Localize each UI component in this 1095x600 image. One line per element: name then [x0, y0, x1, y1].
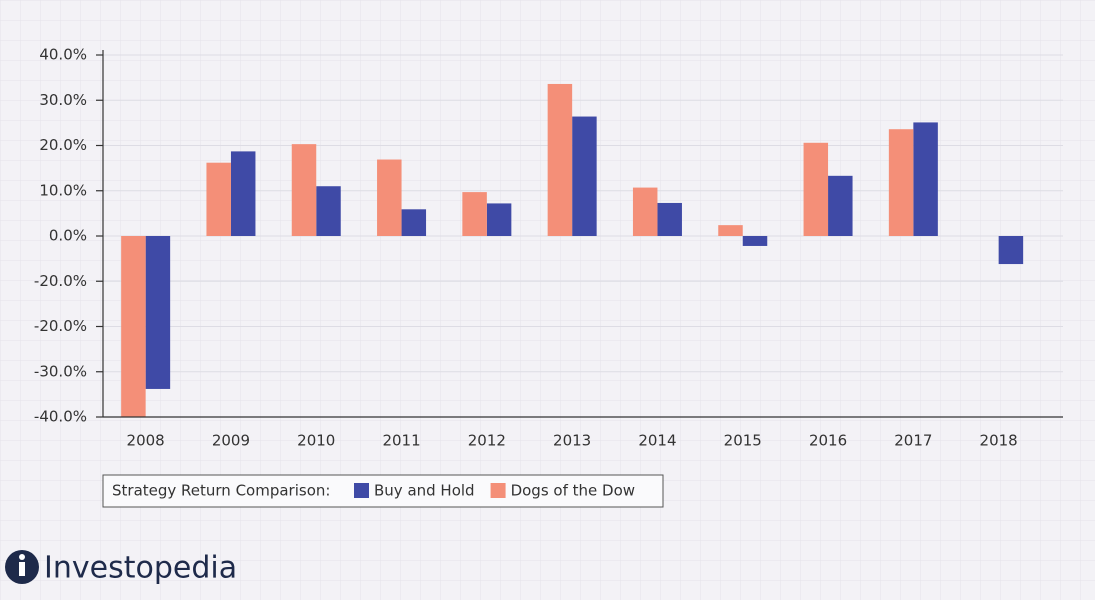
- legend-title: Strategy Return Comparison:: [112, 482, 330, 500]
- x-tick-label: 2017: [894, 432, 932, 450]
- bar: [145, 236, 171, 389]
- bar: [486, 203, 512, 236]
- logo: Investopedia: [5, 550, 237, 586]
- y-tick-label: 40.0%: [39, 46, 87, 64]
- bar: [462, 192, 487, 236]
- y-tick-label: 30.0%: [39, 91, 87, 109]
- y-tick-label: -40.0%: [34, 408, 87, 426]
- y-tick-label: -20.0%: [34, 272, 87, 290]
- x-tick-label: 2014: [638, 432, 676, 450]
- x-tick-label: 2011: [382, 432, 420, 450]
- bar: [230, 151, 256, 236]
- x-tick-label: 2009: [212, 432, 250, 450]
- legend-swatch: [490, 483, 506, 498]
- x-tick-label: 2010: [297, 432, 335, 450]
- bar: [401, 209, 427, 236]
- x-tick-label: 2008: [127, 432, 165, 450]
- x-tick-label: 2013: [553, 432, 591, 450]
- bar: [632, 187, 658, 236]
- bar: [913, 122, 938, 236]
- bar: [121, 236, 146, 417]
- y-tick-label: 10.0%: [39, 181, 87, 199]
- brand: Investopedia: [44, 551, 237, 586]
- plot: -40.0% -30.0% -20.0% -20.0% 0.0% 10.0% 20.0% 30…: [34, 46, 1063, 450]
- bar: [547, 83, 573, 237]
- y-tick-label: -20.0%: [34, 317, 87, 335]
- x-tick-label: 2015: [724, 432, 762, 450]
- y-tick-label: 0.0%: [49, 227, 87, 245]
- bar: [828, 175, 853, 236]
- bar: [718, 225, 743, 236]
- bar: [657, 202, 682, 236]
- bar: [316, 186, 341, 236]
- legend-label: Buy and Hold: [374, 482, 475, 500]
- bar: [742, 236, 768, 246]
- bar: [291, 144, 317, 236]
- bar: [803, 142, 829, 236]
- x-tick-label: 2012: [468, 432, 506, 450]
- x-tick-label: 2018: [980, 432, 1018, 450]
- bar: [206, 162, 231, 236]
- legend-box: [102, 474, 664, 508]
- legend-swatch: [354, 483, 369, 498]
- x-tick-label: 2016: [809, 432, 847, 450]
- bar: [888, 129, 914, 236]
- legend-label: Dogs of the Dow: [511, 482, 635, 500]
- bar: [377, 159, 402, 236]
- bar: [572, 116, 597, 236]
- bar: [998, 236, 1024, 265]
- y-tick-label: 20.0%: [39, 136, 87, 154]
- y-tick-label: -30.0%: [34, 362, 87, 380]
